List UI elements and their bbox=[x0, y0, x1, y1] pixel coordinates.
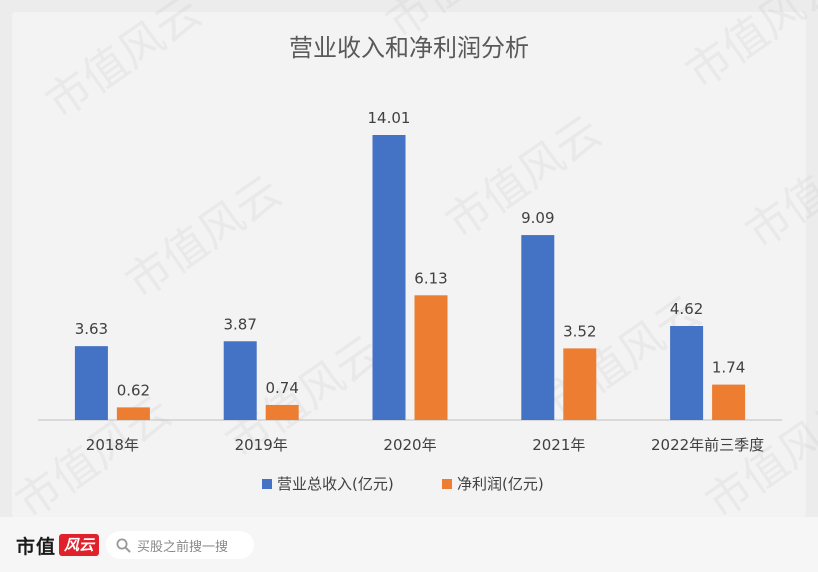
chart-card bbox=[12, 12, 806, 517]
x-tick-label-4: 2022年前三季度 bbox=[651, 436, 764, 454]
search-icon bbox=[116, 538, 131, 552]
x-tick-label-3: 2021年 bbox=[532, 436, 585, 454]
bar-revenue-0 bbox=[74, 346, 108, 420]
bar-revenue-4 bbox=[670, 326, 704, 420]
search-placeholder: 买股之前搜一搜 bbox=[137, 539, 229, 555]
bar-revenue-1 bbox=[223, 341, 257, 420]
data-label-net-profit-1: 0.74 bbox=[265, 379, 298, 397]
data-label-revenue-1: 3.87 bbox=[223, 315, 256, 333]
bar-net-profit-1 bbox=[265, 404, 299, 420]
data-label-revenue-4: 4.62 bbox=[670, 300, 703, 318]
data-label-revenue-2: 14.01 bbox=[368, 109, 411, 127]
data-label-net-profit-2: 6.13 bbox=[414, 269, 447, 287]
legend-swatch-revenue bbox=[262, 479, 272, 489]
x-tick-label-0: 2018年 bbox=[86, 436, 139, 454]
bar-net-profit-2 bbox=[414, 295, 448, 420]
data-label-net-profit-3: 3.52 bbox=[563, 322, 596, 340]
data-label-revenue-0: 3.63 bbox=[75, 320, 108, 338]
legend-label-net-profit: 净利润(亿元) bbox=[457, 475, 544, 493]
data-label-net-profit-0: 0.62 bbox=[117, 381, 150, 399]
footer-bar: 市值 风云 买股之前搜一搜 bbox=[0, 517, 818, 572]
bar-revenue-3 bbox=[521, 235, 555, 420]
data-label-net-profit-4: 1.74 bbox=[712, 359, 745, 377]
legend-label-revenue: 营业总收入(亿元) bbox=[277, 475, 394, 493]
bar-chart: 3.63 0.62 2018年 3.87 0.74 2019年 14.01 6.13 2020年… bbox=[38, 109, 782, 493]
bar-revenue-2 bbox=[372, 135, 406, 420]
brand-logo[interactable]: 市值 风云 bbox=[16, 533, 100, 558]
x-tick-label-2: 2020年 bbox=[383, 436, 436, 454]
bar-net-profit-4 bbox=[712, 384, 746, 420]
search-box[interactable]: 买股之前搜一搜 bbox=[106, 531, 254, 559]
legend-swatch-net-profit bbox=[442, 479, 452, 489]
x-tick-label-1: 2019年 bbox=[235, 436, 288, 454]
data-label-revenue-3: 9.09 bbox=[521, 209, 554, 227]
logo-text: 市值 bbox=[16, 535, 57, 558]
logo-mark: 风云 bbox=[59, 534, 100, 556]
chart-title: 营业收入和净利润分析 bbox=[289, 34, 529, 62]
bar-net-profit-3 bbox=[563, 348, 597, 420]
bar-net-profit-0 bbox=[116, 407, 150, 420]
